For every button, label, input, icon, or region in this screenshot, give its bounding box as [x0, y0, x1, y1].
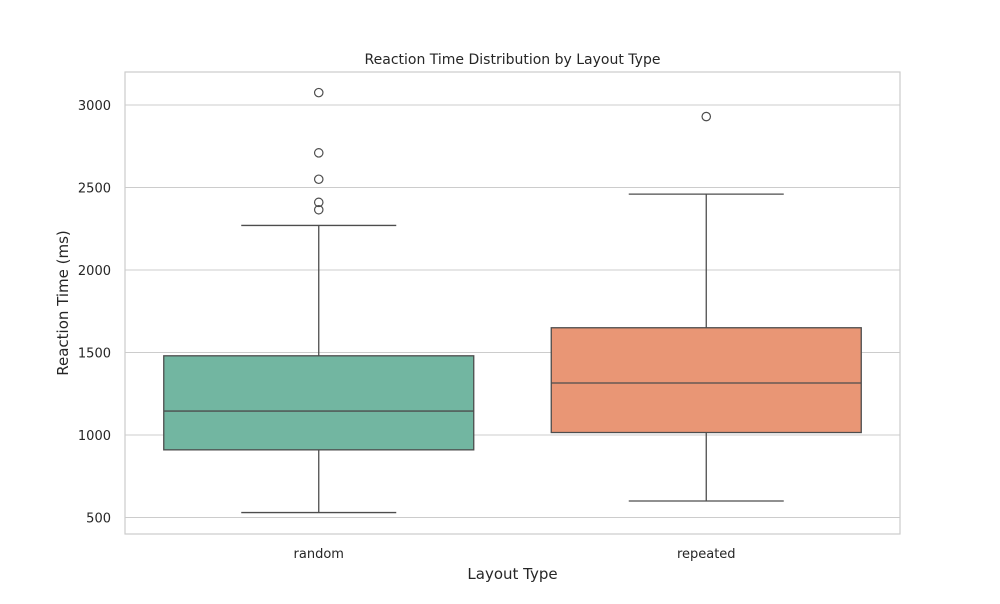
y-tick-label: 3000: [78, 99, 111, 114]
outlier-point: [313, 174, 324, 185]
box-random: [163, 87, 475, 514]
box-layer: [163, 87, 862, 514]
iqr-box: [163, 355, 475, 451]
y-tick-labels: 500 1000 1500 2000 2500 3000: [78, 99, 111, 527]
y-tick-label: 1000: [78, 429, 111, 444]
outlier-point: [313, 197, 324, 208]
outlier-point: [313, 148, 324, 158]
grid-layer: [125, 104, 900, 519]
y-tick-label: 1500: [78, 347, 111, 362]
y-axis-label: Reaction Time (ms): [54, 230, 72, 376]
y-tick-label: 500: [86, 512, 111, 527]
box-repeated: [550, 111, 862, 502]
y-tick-label: 2500: [78, 182, 111, 197]
chart-title: Reaction Time Distribution by Layout Typ…: [365, 52, 661, 68]
x-tick-label: repeated: [677, 547, 736, 562]
x-tick-label: random: [294, 547, 344, 562]
iqr-box: [550, 327, 862, 434]
y-tick-label: 2000: [78, 264, 111, 279]
x-axis-label: Layout Type: [467, 565, 557, 583]
outlier-point: [313, 87, 324, 98]
outlier-point: [701, 111, 712, 122]
plot-frame: [124, 71, 901, 535]
outlier-point: [313, 204, 324, 215]
x-tick-labels: random repeated: [294, 547, 736, 562]
